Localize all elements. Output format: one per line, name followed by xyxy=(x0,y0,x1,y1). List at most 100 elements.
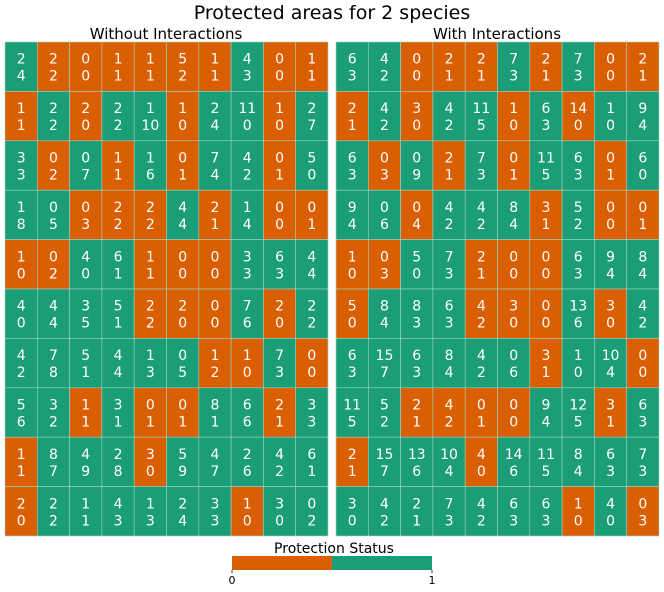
cell-value-top: 2 xyxy=(114,447,123,463)
heatmap-cell xyxy=(400,486,434,537)
cell-value-bottom: 0 xyxy=(477,464,486,480)
cell-value-top: 0 xyxy=(49,249,58,265)
panel-title-with-interactions: With Interactions xyxy=(433,25,561,43)
cell-value-top: 1 xyxy=(114,52,123,68)
cell-value-top: 0 xyxy=(412,151,421,167)
heatmap-cell xyxy=(4,436,38,487)
cell-value-top: 6 xyxy=(445,299,454,315)
cell-value-bottom: 2 xyxy=(49,513,58,529)
cell-value-bottom: 0 xyxy=(178,266,187,282)
cell-value-bottom: 3 xyxy=(307,415,316,431)
cell-value-top: 8 xyxy=(574,447,583,463)
cell-value-top: 8 xyxy=(509,200,518,216)
cell-value-top: 2 xyxy=(49,101,58,117)
heatmap-cell xyxy=(295,189,329,240)
cell-value-bottom: 4 xyxy=(412,217,421,233)
heatmap-panels: 2422001111521143001111222022110102411010… xyxy=(4,41,660,537)
cell-value-top: 0 xyxy=(178,398,187,414)
heatmap-cell xyxy=(166,486,200,537)
cell-value-top: 1 xyxy=(17,447,26,463)
heatmap-cell xyxy=(367,140,401,191)
cell-value-bottom: 1 xyxy=(606,415,615,431)
heatmap-cell xyxy=(626,91,660,142)
cell-value-bottom: 2 xyxy=(445,415,454,431)
cell-value-bottom: 0 xyxy=(509,415,518,431)
cell-value-bottom: 3 xyxy=(146,365,155,381)
cell-value-top: 0 xyxy=(509,398,518,414)
heatmap-cell xyxy=(166,387,200,438)
cell-value-top: 2 xyxy=(114,200,123,216)
cell-value-bottom: 3 xyxy=(380,266,389,282)
cell-value-top: 1 xyxy=(210,348,219,364)
heatmap-cell xyxy=(198,91,232,142)
heatmap-cell xyxy=(36,387,70,438)
cell-value-top: 11 xyxy=(238,101,256,117)
cell-value-top: 6 xyxy=(348,151,357,167)
heatmap-cell xyxy=(367,338,401,389)
cell-value-top: 2 xyxy=(114,101,123,117)
cell-value-top: 2 xyxy=(49,496,58,512)
cell-value-bottom: 3 xyxy=(380,168,389,184)
cell-value-top: 3 xyxy=(114,398,123,414)
cell-value-bottom: 3 xyxy=(243,266,252,282)
cell-value-bottom: 1 xyxy=(477,266,486,282)
cell-value-bottom: 3 xyxy=(574,266,583,282)
cell-value-bottom: 2 xyxy=(638,316,647,332)
cell-value-top: 4 xyxy=(178,200,187,216)
heatmap-cell xyxy=(626,41,660,92)
cell-value-bottom: 4 xyxy=(114,365,123,381)
cell-value-top: 10 xyxy=(440,447,458,463)
cell-value-top: 6 xyxy=(606,447,615,463)
heatmap-cell xyxy=(36,239,70,290)
cell-value-bottom: 1 xyxy=(146,266,155,282)
cell-value-bottom: 0 xyxy=(275,513,284,529)
cell-value-bottom: 3 xyxy=(509,513,518,529)
cell-value-bottom: 5 xyxy=(541,464,550,480)
cell-value-top: 5 xyxy=(114,299,123,315)
heatmap-cell xyxy=(69,387,103,438)
cell-value-top: 1 xyxy=(17,249,26,265)
cell-value-top: 6 xyxy=(412,348,421,364)
heatmap-cell xyxy=(36,91,70,142)
cell-value-top: 0 xyxy=(49,151,58,167)
heatmap-cell xyxy=(69,239,103,290)
heatmap-cell xyxy=(4,41,38,92)
cell-value-bottom: 2 xyxy=(380,69,389,85)
cell-value-bottom: 2 xyxy=(445,217,454,233)
cell-value-bottom: 2 xyxy=(146,316,155,332)
cell-value-bottom: 2 xyxy=(477,316,486,332)
cell-value-bottom: 2 xyxy=(380,513,389,529)
cell-value-bottom: 3 xyxy=(477,168,486,184)
cell-value-bottom: 2 xyxy=(445,118,454,134)
cell-value-bottom: 3 xyxy=(275,365,284,381)
heatmap-cell xyxy=(626,189,660,240)
cell-value-top: 5 xyxy=(412,249,421,265)
heatmap-cell xyxy=(529,288,563,339)
cell-value-bottom: 2 xyxy=(49,118,58,134)
cell-value-bottom: 1 xyxy=(606,168,615,184)
cell-value-top: 4 xyxy=(81,249,90,265)
cell-value-bottom: 0 xyxy=(606,316,615,332)
heatmap-cell xyxy=(198,338,232,389)
cell-value-top: 0 xyxy=(210,249,219,265)
cell-value-bottom: 1 xyxy=(210,217,219,233)
cell-value-bottom: 2 xyxy=(380,118,389,134)
cell-value-bottom: 1 xyxy=(445,69,454,85)
cell-value-bottom: 5 xyxy=(574,415,583,431)
heatmap-cell xyxy=(230,239,264,290)
cell-value-bottom: 4 xyxy=(445,464,454,480)
cell-value-top: 11 xyxy=(472,101,490,117)
cell-value-bottom: 1 xyxy=(638,69,647,85)
cell-value-bottom: 0 xyxy=(541,316,550,332)
cell-value-top: 1 xyxy=(348,249,357,265)
heatmap-cell xyxy=(69,436,103,487)
heatmap-cell xyxy=(626,486,660,537)
cell-value-bottom: 1 xyxy=(541,365,550,381)
cell-value-top: 0 xyxy=(509,249,518,265)
cell-value-top: 0 xyxy=(638,348,647,364)
cell-value-bottom: 1 xyxy=(146,69,155,85)
cell-value-bottom: 0 xyxy=(348,266,357,282)
cell-value-bottom: 3 xyxy=(445,266,454,282)
cell-value-bottom: 0 xyxy=(574,118,583,134)
